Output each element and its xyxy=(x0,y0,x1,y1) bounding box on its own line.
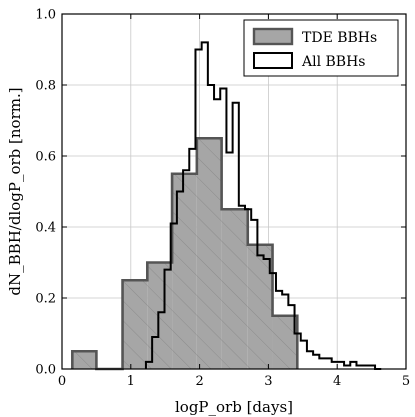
tde-bar-hatch xyxy=(72,351,97,369)
x-tick-label: 2 xyxy=(195,374,203,389)
series-all-bbhs xyxy=(144,41,382,370)
x-tick-label: 3 xyxy=(264,374,272,389)
x-tick-label: 5 xyxy=(402,374,410,389)
x-tick-label: 4 xyxy=(333,374,341,389)
tde-bar-hatch xyxy=(247,244,273,369)
series-tde-bbhs xyxy=(71,136,299,371)
y-axis-label: dN_BBH/dlogP_orb [norm.] xyxy=(6,87,24,295)
x-tick-label: 0 xyxy=(58,374,66,389)
legend-label-all-bbhs: All BBHs xyxy=(301,54,366,70)
legend-swatch-tde-bbhs xyxy=(252,27,294,46)
tde-bar-hatch xyxy=(122,280,148,369)
tde-bar-hatch xyxy=(272,315,298,369)
x-axis-label: logP_orb [days] xyxy=(175,398,293,416)
tde-bar-hatch xyxy=(172,173,197,369)
axis-ticks: 0 1 2 3 4 5 0.0 0.2 0.4 0.6 0.8 1.0 xyxy=(35,8,410,390)
tde-bar-hatch xyxy=(196,138,222,369)
y-tick-label: 1.0 xyxy=(35,8,56,23)
y-tick-label: 0.8 xyxy=(35,79,56,94)
legend: TDE BBHs All BBHs xyxy=(243,19,399,77)
x-tick-label: 1 xyxy=(127,374,135,389)
all-bbhs-step-line xyxy=(144,41,382,370)
tde-bar-hatch xyxy=(147,262,173,369)
plot-frame xyxy=(61,13,407,370)
legend-swatch-all-bbhs xyxy=(253,52,293,69)
tde-bar-hatch xyxy=(221,209,248,369)
legend-label-tde-bbhs: TDE BBHs xyxy=(302,30,377,46)
y-tick-label: 0.6 xyxy=(35,150,56,165)
y-tick-label: 0.2 xyxy=(35,292,56,307)
y-tick-label: 0.4 xyxy=(35,221,56,236)
y-tick-label: 0.0 xyxy=(35,363,56,378)
